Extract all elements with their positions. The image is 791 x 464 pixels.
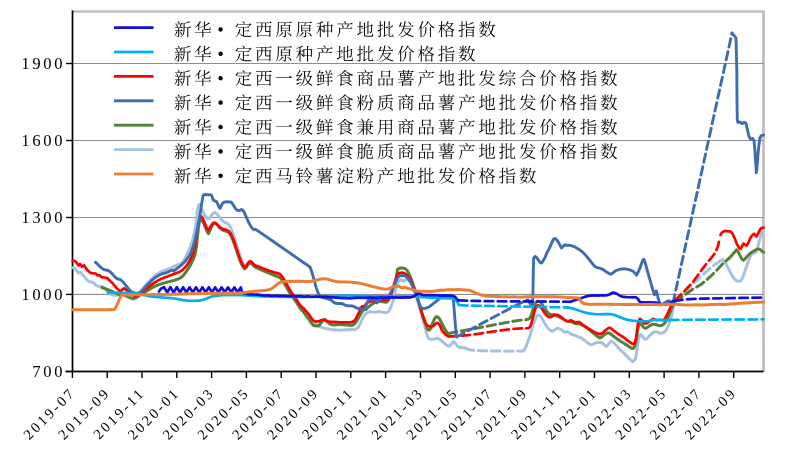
svg-text:1600: 1600 [21, 131, 65, 150]
svg-text:1900: 1900 [21, 54, 65, 73]
svg-text:1300: 1300 [21, 208, 65, 227]
svg-text:700: 700 [32, 362, 65, 381]
svg-text:1000: 1000 [21, 285, 65, 304]
